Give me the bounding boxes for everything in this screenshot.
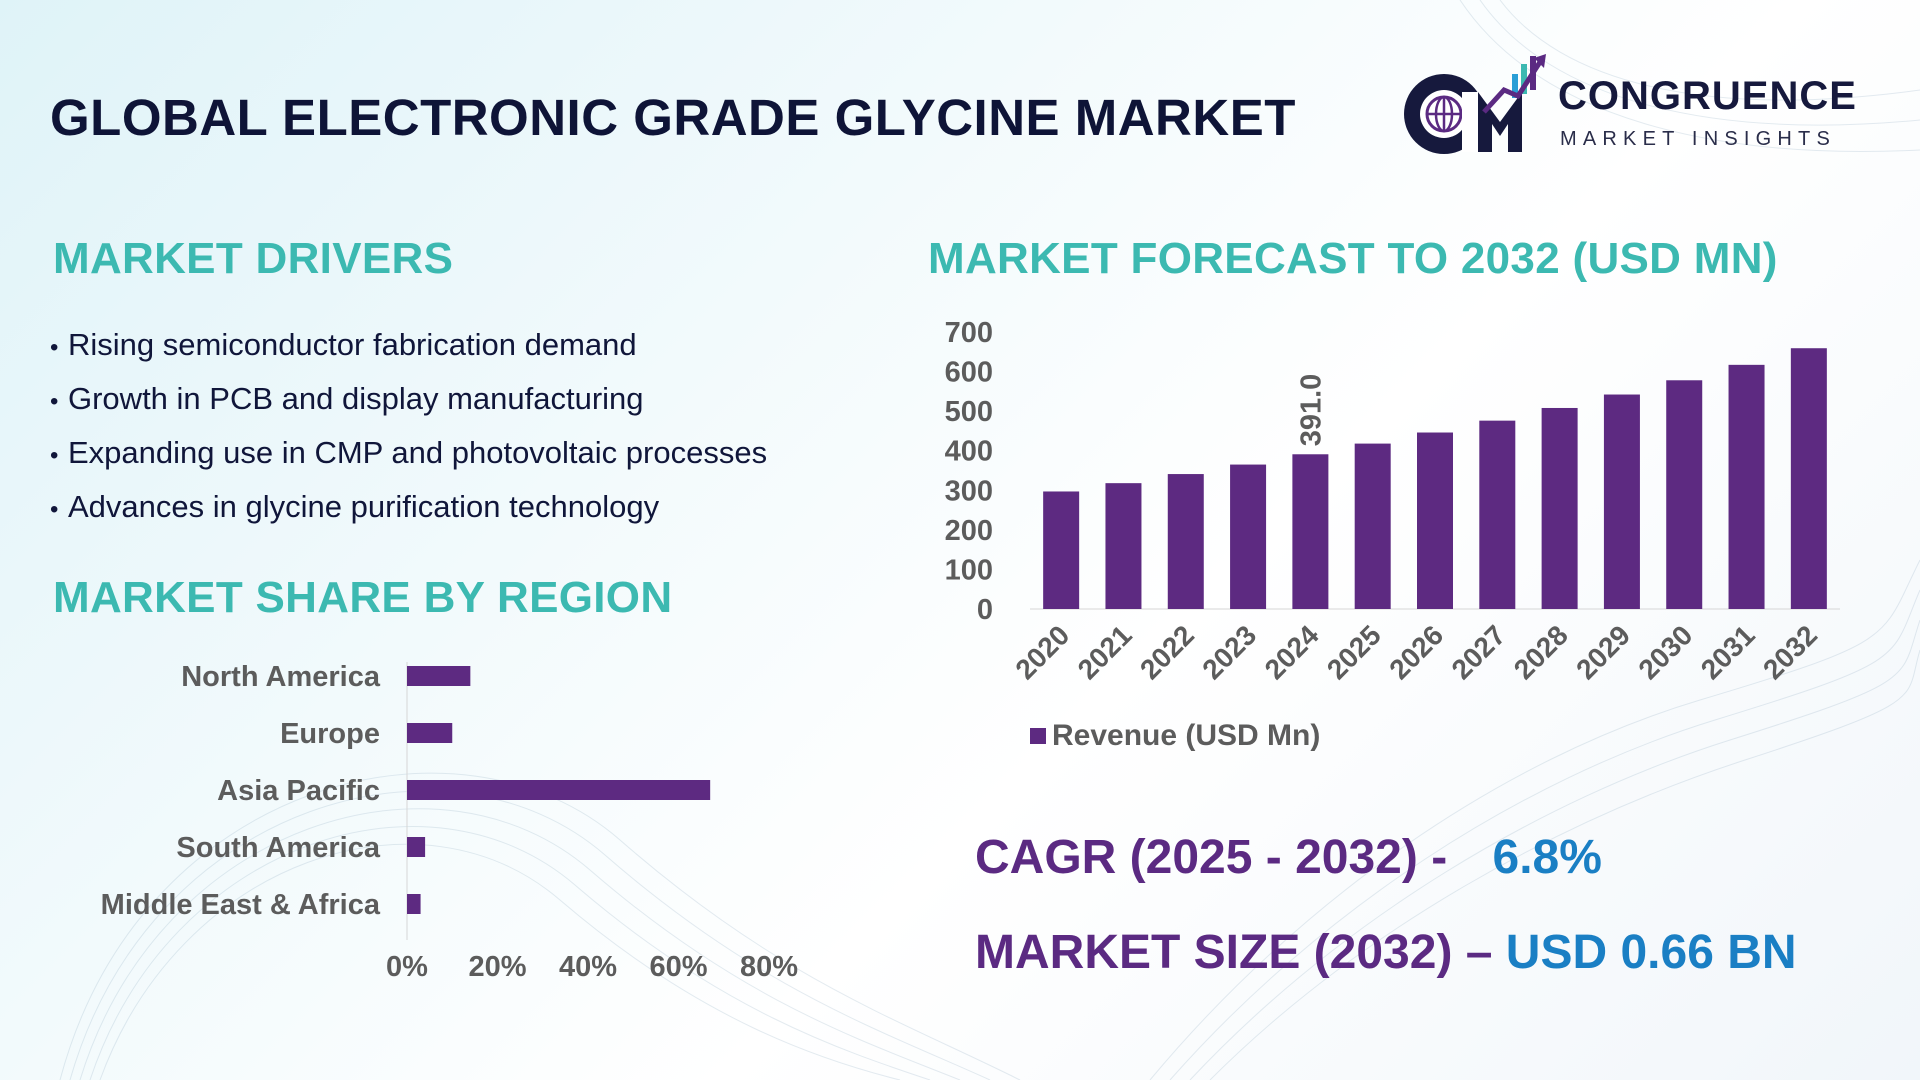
forecast-bar [1043, 491, 1080, 609]
region-label: Asia Pacific [217, 775, 380, 807]
forecast-bar [1167, 474, 1204, 609]
market-share-title: MARKET SHARE BY REGION [53, 573, 673, 622]
forecast-bar [1603, 394, 1640, 609]
forecast-legend: Revenue (USD Mn) [1030, 719, 1320, 753]
forecast-x-tick: 2023 [1196, 619, 1262, 685]
region-label: South America [176, 832, 380, 864]
region-bar [407, 837, 426, 857]
forecast-bar [1417, 432, 1453, 609]
forecast-x-tick: 2030 [1633, 619, 1699, 685]
forecast-bar [1728, 364, 1765, 609]
list-item: • Rising semiconductor fabrication demand [50, 327, 637, 362]
region-bar [407, 666, 471, 686]
forecast-y-tick: 300 [945, 475, 993, 507]
forecast-y-tick: 700 [945, 317, 993, 349]
globe-bar-chart-icon [1404, 54, 1546, 154]
region-share-bar-chart: North America Europe Asia Pacific South Ame… [101, 661, 799, 983]
forecast-data-label: 391.0 [1295, 374, 1327, 447]
forecast-x-tick: 2028 [1508, 619, 1574, 685]
legend-swatch [1030, 728, 1046, 744]
region-x-tick: 80% [740, 951, 798, 983]
region-x-tick: 20% [468, 951, 526, 983]
region-x-tick: 60% [649, 951, 707, 983]
forecast-bar [1292, 454, 1329, 609]
list-item: • Advances in glycine purification techno… [50, 489, 660, 524]
region-label: North America [181, 661, 381, 693]
list-item: • Expanding use in CMP and photovoltaic p… [50, 435, 768, 470]
cagr-label: CAGR (2025 - 2032) - [975, 831, 1448, 884]
forecast-y-tick: 500 [945, 396, 993, 428]
forecast-y-tick: 100 [945, 554, 993, 586]
forecast-bar [1790, 348, 1827, 609]
cagr-stat: CAGR (2025 - 2032) - 6.8% [975, 830, 1602, 885]
forecast-bar-chart: 0100200300400500600700202020212022202320… [945, 317, 1840, 685]
forecast-bar [1105, 483, 1142, 609]
forecast-x-tick: 2022 [1134, 619, 1200, 685]
market-forecast-title: MARKET FORECAST TO 2032 (USD MN) [928, 234, 1778, 283]
region-x-tick: 0% [386, 951, 428, 983]
market-drivers-list: • Rising semiconductor fabrication demand… [50, 322, 767, 538]
region-label: Europe [280, 718, 380, 750]
page-title: GLOBAL ELECTRONIC GRADE GLYCINE MARKET [50, 89, 1296, 146]
region-bar [407, 723, 453, 743]
cagr-value: 6.8% [1492, 831, 1602, 884]
market-drivers-title: MARKET DRIVERS [53, 234, 454, 283]
market-size-value: USD 0.66 BN [1505, 926, 1797, 979]
company-logo: CONGRUENCE MARKET INSIGHTS [1400, 52, 1880, 164]
legend-label: Revenue (USD Mn) [1052, 719, 1321, 752]
forecast-x-tick: 2024 [1259, 619, 1325, 685]
forecast-x-tick: 2020 [1009, 619, 1075, 685]
region-bar [407, 894, 421, 914]
forecast-bar [1479, 420, 1516, 609]
forecast-y-tick: 400 [945, 436, 993, 468]
forecast-bar [1666, 380, 1703, 609]
forecast-x-tick: 2025 [1321, 619, 1387, 685]
forecast-y-tick: 0 [977, 594, 993, 626]
logo-name: CONGRUENCE [1558, 74, 1857, 118]
forecast-x-tick: 2027 [1446, 619, 1512, 685]
region-bar [407, 780, 711, 800]
market-size-stat: MARKET SIZE (2032) – USD 0.66 BN [975, 925, 1797, 980]
list-item: • Growth in PCB and display manufacturing [50, 381, 644, 416]
forecast-bar [1230, 464, 1267, 609]
forecast-x-tick: 2029 [1570, 619, 1636, 685]
forecast-x-tick: 2021 [1072, 619, 1138, 685]
logo-subtitle: MARKET INSIGHTS [1560, 128, 1836, 150]
forecast-x-tick: 2032 [1757, 619, 1823, 685]
forecast-bar [1541, 407, 1578, 609]
forecast-y-tick: 600 [945, 357, 993, 389]
market-size-label: MARKET SIZE (2032) – [975, 926, 1493, 979]
region-x-tick: 40% [559, 951, 617, 983]
region-label: Middle East & Africa [101, 889, 381, 921]
forecast-x-tick: 2026 [1383, 619, 1449, 685]
forecast-bar [1354, 443, 1391, 609]
forecast-x-tick: 2031 [1695, 619, 1761, 685]
forecast-y-tick: 200 [945, 515, 993, 547]
